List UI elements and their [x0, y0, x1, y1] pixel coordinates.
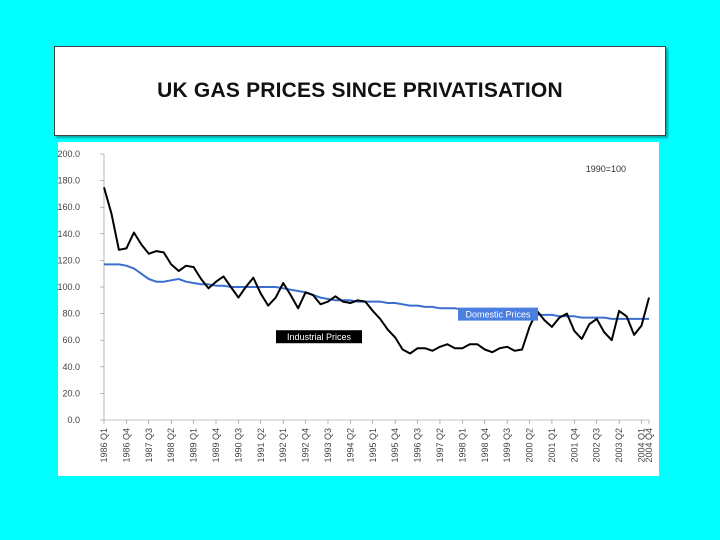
series-line-industrial-prices	[103, 187, 650, 355]
industrial-legend-box	[276, 330, 362, 344]
x-tick-label: 1992 Q1	[278, 428, 288, 463]
x-tick-label: 1992 Q4	[301, 428, 311, 463]
x-tick-label: 2004 Q1	[637, 428, 647, 463]
y-tick-label: 40.0	[62, 362, 80, 372]
x-tick-label: 1988 Q2	[166, 428, 176, 463]
x-tick-label: 1998 Q4	[480, 428, 490, 463]
chart-svg: 0.0 20.0 40.0 60.0 80.0 100.0 120.0 140.0 160.0 1…	[58, 149, 654, 463]
y-axis: 0.0 20.0 40.0 60.0 80.0 100.0 120.0 140.0 160.0 1…	[58, 149, 105, 425]
base-year-note: 1990=100	[586, 164, 626, 174]
x-tick-label: 1993 Q3	[323, 428, 333, 463]
y-tick-label: 200.0	[58, 149, 80, 159]
x-tick-label: 1994 Q2	[345, 428, 355, 463]
x-tick-label: 1996 Q3	[413, 428, 423, 463]
series-layer	[103, 187, 650, 355]
x-tick-label: 1998 Q1	[457, 428, 467, 463]
annotation-layer: 1990=100 Domestic Prices Industrial Prices	[276, 164, 626, 344]
x-tick-label: 2001 Q4	[569, 428, 579, 463]
y-tick-label: 0.0	[67, 415, 80, 425]
x-tick-label: 2002 Q3	[592, 428, 602, 463]
x-tick-label: 1989 Q1	[189, 428, 199, 463]
series-line-domestic-prices	[104, 263, 649, 320]
x-tick-label: 2003 Q2	[614, 428, 624, 463]
y-tick-label: 20.0	[62, 388, 80, 398]
page-title: UK GAS PRICES SINCE PRIVATISATION	[157, 79, 563, 102]
industrial-legend-label: Industrial Prices	[287, 332, 352, 342]
x-tick-label: 1986 Q1	[99, 428, 109, 463]
y-tick-label: 80.0	[62, 309, 80, 319]
y-tick-label: 140.0	[58, 229, 80, 239]
x-tick-label: 1990 Q3	[233, 428, 243, 463]
title-box: UK GAS PRICES SINCE PRIVATISATION	[54, 46, 666, 136]
x-tick-label: 1987 Q3	[144, 428, 154, 463]
chart-panel: 0.0 20.0 40.0 60.0 80.0 100.0 120.0 140.0 160.0 1…	[58, 142, 659, 476]
x-axis: 1986 Q1 1986 Q4 1987 Q3 1988 Q2 1989 Q1 1989 …	[99, 419, 654, 463]
x-tick-label: 1991 Q2	[256, 428, 266, 463]
x-tick-label: 1986 Q4	[121, 428, 131, 463]
x-tick-label: 2001 Q1	[547, 428, 557, 463]
domestic-legend-box	[458, 307, 538, 321]
y-tick-label: 180.0	[58, 176, 80, 186]
x-tick-label: 1999 Q3	[502, 428, 512, 463]
x-tick-label: 1997 Q2	[435, 428, 445, 463]
x-tick-label: 2004 Q4	[644, 428, 654, 463]
x-tick-label: 2000 Q2	[525, 428, 535, 463]
x-tick-label: 1989 Q4	[211, 428, 221, 463]
y-tick-label: 120.0	[58, 255, 80, 265]
y-tick-label: 100.0	[58, 282, 80, 292]
domestic-legend-label: Domestic Prices	[465, 310, 531, 320]
x-tick-label: 1995 Q1	[368, 428, 378, 463]
x-tick-label: 1995 Q4	[390, 428, 400, 463]
y-tick-label: 60.0	[62, 335, 80, 345]
y-tick-label: 160.0	[58, 202, 80, 212]
